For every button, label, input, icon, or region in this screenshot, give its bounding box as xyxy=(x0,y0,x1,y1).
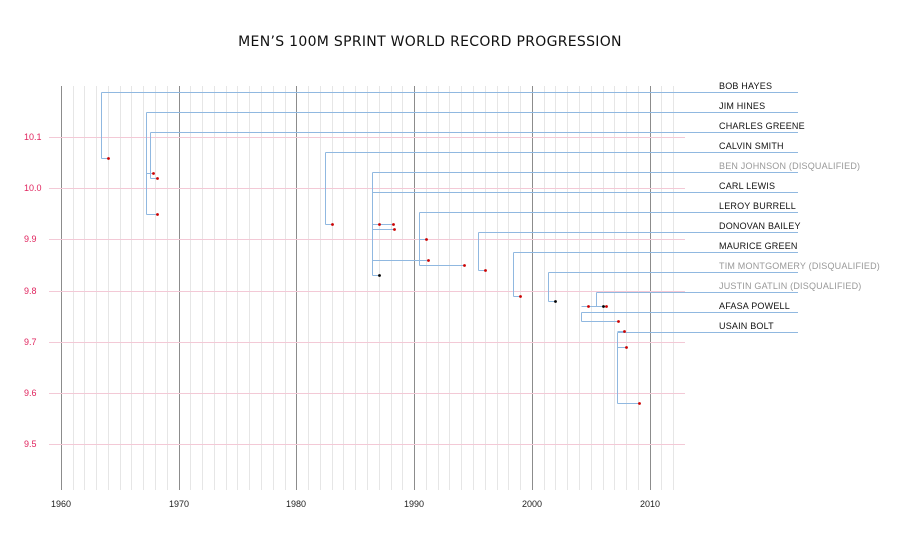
record-point-charles-greene xyxy=(156,177,159,180)
record-point-carl-lewis xyxy=(393,228,396,231)
x-tick-label: 2010 xyxy=(640,499,660,509)
y-axis-ticks: 10.1 10.0 9.9 9.8 9.7 9.6 9.5 xyxy=(24,132,42,449)
record-point-justin-gatlin xyxy=(602,305,605,308)
athlete-label-jim-hines: JIM HINES xyxy=(719,101,765,111)
record-point-bob-hayes xyxy=(107,157,110,160)
grid xyxy=(49,86,685,490)
y-tick-label: 10.0 xyxy=(24,183,42,193)
athlete-label-ben-johnson: BEN JOHNSON (DISQUALIFIED) xyxy=(719,161,860,171)
x-tick-label: 1970 xyxy=(169,499,189,509)
x-tick-label: 1980 xyxy=(286,499,306,509)
athlete-label-charles-greene: CHARLES GREENE xyxy=(719,121,805,131)
y-tick-label: 9.9 xyxy=(24,234,37,244)
y-tick-label: 9.7 xyxy=(24,337,37,347)
record-point-maurice-green xyxy=(519,295,522,298)
record-point-donovan-bailey xyxy=(484,269,487,272)
record-point-carl-lewis xyxy=(427,259,430,262)
x-tick-label: 1990 xyxy=(404,499,424,509)
athlete-labels: BOB HAYES JIM HINES CHARLES GREENE CALVIN S… xyxy=(719,81,880,331)
record-point-afasa-powell xyxy=(587,305,590,308)
record-point-ben-johnson xyxy=(378,274,381,277)
athlete-label-carl-lewis: CARL LEWIS xyxy=(719,181,775,191)
record-point-calvin-smith xyxy=(331,223,334,226)
athlete-label-calvin-smith: CALVIN SMITH xyxy=(719,141,784,151)
record-point-usain-bolt xyxy=(638,402,641,405)
x-tick-label: 1960 xyxy=(51,499,71,509)
record-point-leroy-burrell xyxy=(425,238,428,241)
record-point-leroy-burrell xyxy=(463,264,466,267)
record-point-afasa-powell xyxy=(617,320,620,323)
athlete-label-tim-montgomery: TIM MONTGOMERY (DISQUALIFIED) xyxy=(719,261,880,271)
record-point-jim-hines xyxy=(156,213,159,216)
disqualified-note: (DISQUALIFIED) xyxy=(806,261,880,271)
record-point-usain-bolt xyxy=(625,346,628,349)
disqualified-note: (DISQUALIFIED) xyxy=(787,281,861,291)
record-points xyxy=(107,157,641,405)
record-point-usain-bolt xyxy=(623,330,626,333)
athlete-label-maurice-green: MAURICE GREEN xyxy=(719,241,798,251)
athlete-label-leroy-burrell: LEROY BURRELL xyxy=(719,201,796,211)
record-point-tim-montgomery xyxy=(554,300,557,303)
x-tick-label: 2000 xyxy=(522,499,542,509)
chart-title: MEN’S 100M SPRINT WORLD RECORD PROGRESSI… xyxy=(238,34,622,50)
connectors xyxy=(101,92,798,404)
record-point-carl-lewis xyxy=(392,223,395,226)
disqualified-note: (DISQUALIFIED) xyxy=(786,161,860,171)
y-tick-label: 9.8 xyxy=(24,286,37,296)
athlete-label-donovan-bailey: DONOVAN BAILEY xyxy=(719,221,801,231)
y-tick-label: 9.5 xyxy=(24,439,37,449)
x-axis-ticks: 1960 1970 1980 1990 2000 2010 xyxy=(51,499,660,509)
record-point-afasa-powell xyxy=(605,305,608,308)
record-point-jim-hines xyxy=(152,172,155,175)
y-tick-label: 9.6 xyxy=(24,388,37,398)
athlete-label-usain-bolt: USAIN BOLT xyxy=(719,321,774,331)
athlete-label-justin-gatlin: JUSTIN GATLIN (DISQUALIFIED) xyxy=(719,281,861,291)
athlete-label-afasa-powell: AFASA POWELL xyxy=(719,301,790,311)
athlete-label-bob-hayes: BOB HAYES xyxy=(719,81,772,91)
record-point-carl-lewis xyxy=(378,223,381,226)
y-tick-label: 10.1 xyxy=(24,132,42,142)
